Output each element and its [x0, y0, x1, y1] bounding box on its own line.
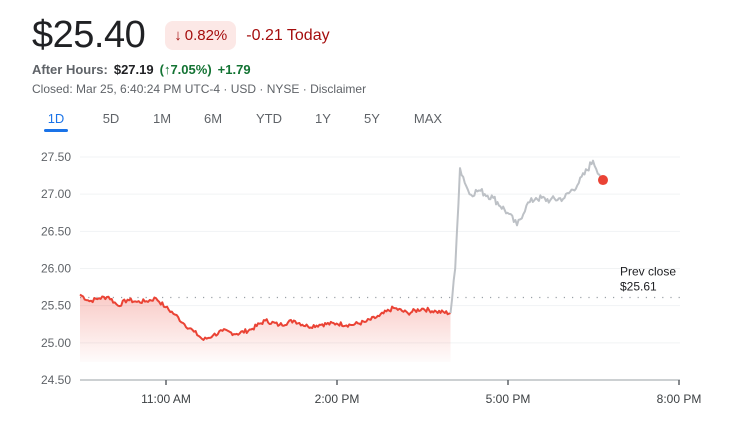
tab-1m[interactable]: 1M: [152, 111, 172, 126]
prev-close-value: $25.61: [620, 279, 657, 293]
last-price-marker: [598, 175, 608, 186]
change-percent: 0.82%: [184, 27, 228, 44]
after-hours-line: [449, 159, 604, 314]
svg-text:24.50: 24.50: [41, 373, 71, 387]
after-hours-percent: (↑7.05%): [160, 62, 212, 77]
svg-text:11:00 AM: 11:00 AM: [141, 392, 191, 406]
regular-session-line: [79, 293, 451, 341]
arrow-down-icon: ↓: [174, 27, 182, 44]
current-price: $25.40: [32, 14, 146, 56]
tab-ytd[interactable]: YTD: [256, 111, 282, 126]
svg-text:27.50: 27.50: [41, 150, 71, 164]
after-hours-row: After Hours: $27.19 (↑7.05%) +1.79: [32, 62, 251, 77]
tab-max[interactable]: MAX: [413, 111, 443, 126]
svg-text:25.50: 25.50: [41, 299, 71, 313]
regular-session-area: [80, 294, 451, 362]
tab-6m[interactable]: 6M: [203, 111, 223, 126]
tab-5d[interactable]: 5D: [102, 111, 120, 126]
svg-text:27.00: 27.00: [41, 187, 71, 201]
after-hours-price: $27.19: [113, 62, 154, 77]
quote-header: $25.40 ↓ 0.82% -0.21 Today: [32, 14, 330, 57]
tab-1d[interactable]: 1D: [38, 109, 74, 132]
svg-text:5:00 PM: 5:00 PM: [486, 392, 531, 406]
prev-close-label: Prev close: [620, 264, 676, 278]
tab-5y[interactable]: 5Y: [364, 111, 380, 126]
svg-text:26.50: 26.50: [41, 224, 71, 238]
paren-close: ): [207, 62, 212, 77]
change-percent-badge: ↓ 0.82%: [165, 21, 237, 50]
range-tabs: 1D 5D 1M 6M YTD 1Y 5Y MAX: [38, 109, 459, 132]
change-today: -0.21 Today: [246, 26, 330, 44]
after-hours-label: After Hours:: [32, 62, 108, 77]
svg-text:26.00: 26.00: [41, 262, 71, 276]
arrow-up-icon: ↑: [163, 62, 171, 77]
tab-1y[interactable]: 1Y: [315, 111, 331, 126]
svg-text:2:00 PM: 2:00 PM: [315, 392, 360, 406]
svg-text:8:00 PM: 8:00 PM: [657, 392, 702, 406]
x-axis-labels: 11:00 AM 2:00 PM 5:00 PM 8:00 PM: [141, 380, 701, 406]
after-hours-pct-value: 7.05%: [170, 62, 208, 77]
after-hours-change: +1.79: [217, 62, 251, 77]
paren-open: (: [159, 62, 164, 77]
svg-text:25.00: 25.00: [41, 336, 71, 350]
market-status: Closed: Mar 25, 6:40:24 PM UTC-4 · USD ·…: [32, 82, 367, 96]
y-axis-labels: 27.50 27.00 26.50 26.00 25.50 25.00 24.50: [41, 150, 71, 387]
